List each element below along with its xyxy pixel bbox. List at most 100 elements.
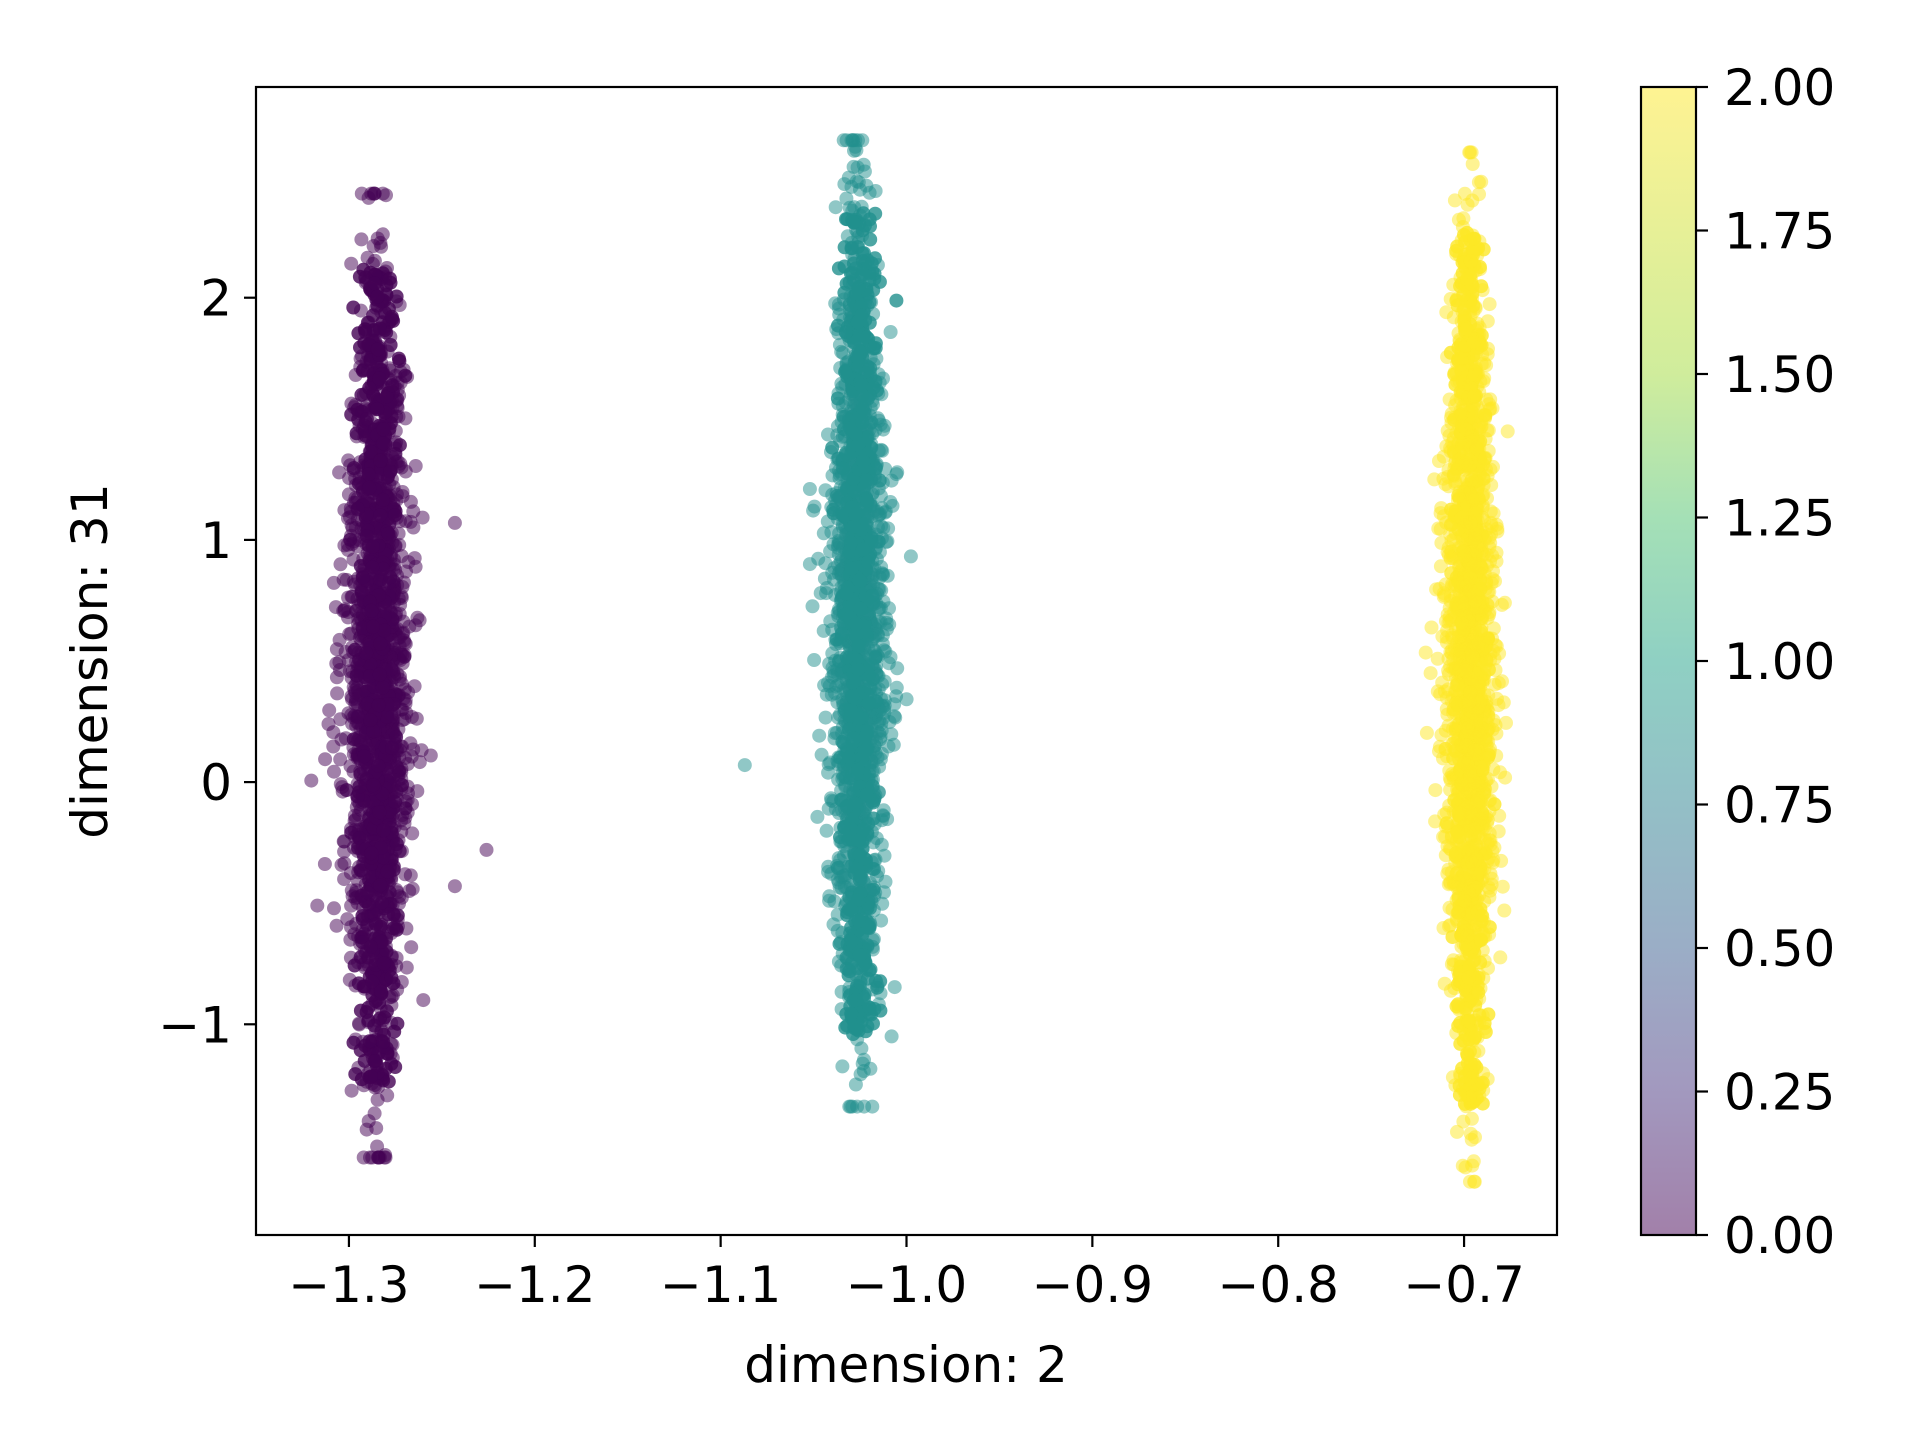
data-point [398,801,413,816]
data-point [862,315,877,330]
data-point [838,770,853,785]
data-point [850,1099,865,1114]
data-point [844,933,859,948]
data-point [853,869,868,884]
data-point [370,1092,385,1107]
data-point [1432,454,1446,468]
data-point [360,696,375,711]
data-point [350,501,365,516]
data-point [814,747,829,762]
data-point [1460,197,1475,212]
data-point [333,752,348,767]
data-point [805,599,820,614]
data-point [361,1114,376,1129]
data-point [344,407,359,422]
data-point [860,742,875,757]
data-point [834,626,849,641]
data-point [1483,392,1498,407]
data-point [379,188,393,203]
data-point [366,778,381,793]
data-point [890,465,905,480]
data-point [852,573,867,588]
data-point [334,857,349,872]
data-point [370,342,385,357]
data-point [343,532,358,547]
data-point [839,445,853,460]
data-point [412,755,427,770]
data-point [819,687,834,702]
data-point [347,461,361,476]
outlier-point [737,758,752,773]
data-point [346,300,361,315]
data-point [363,657,378,672]
data-point [370,1139,385,1154]
data-point [360,885,375,900]
data-point [863,232,878,247]
data-point [397,649,412,664]
data-point [838,365,853,380]
data-point [322,703,337,718]
data-point [862,185,877,200]
data-point [825,669,840,684]
data-point [366,724,381,739]
data-point [363,713,378,727]
data-point [862,681,877,695]
data-point [849,617,864,631]
data-point [849,349,864,364]
data-point [389,289,404,304]
data-point [353,863,368,878]
data-point [356,570,370,585]
data-point [383,338,398,352]
data-point [344,256,359,271]
data-point [806,503,821,518]
data-point [368,917,383,932]
data-point [366,239,381,253]
data-point [333,712,348,727]
data-point [1418,645,1433,660]
data-point [872,759,887,774]
data-point [384,970,399,985]
data-point [390,1016,405,1031]
data-point [381,526,396,541]
data-point [375,680,390,695]
data-point [851,332,866,347]
data-point [819,823,834,838]
data-point [363,444,378,459]
data-point [388,794,402,809]
data-point [843,535,858,550]
data-point [862,901,877,916]
outlier-point [802,482,817,496]
data-point [398,411,413,426]
data-point [353,1043,368,1058]
data-point [848,1077,863,1092]
data-point [846,731,861,746]
data-point [859,787,874,802]
data-point [883,325,898,339]
data-point [359,646,374,661]
data-point [377,623,392,638]
data-point [370,289,385,304]
data-point [839,799,854,814]
data-point [362,480,377,495]
data-point [349,426,364,441]
data-point [868,336,883,351]
data-point [866,882,881,897]
data-point [830,923,845,938]
data-point [839,586,854,601]
data-point [859,473,874,488]
data-point [392,438,407,453]
data-point [880,812,895,827]
data-point [848,507,863,522]
data-point [379,1004,394,1019]
data-point [1497,903,1512,918]
data-point [836,409,851,424]
series-0 [304,186,494,1165]
data-point [873,488,888,503]
data-point [855,388,870,403]
data-point [337,603,352,618]
data-point [343,932,358,947]
data-point [383,570,398,585]
data-point [1493,765,1507,780]
data-point [364,846,379,861]
